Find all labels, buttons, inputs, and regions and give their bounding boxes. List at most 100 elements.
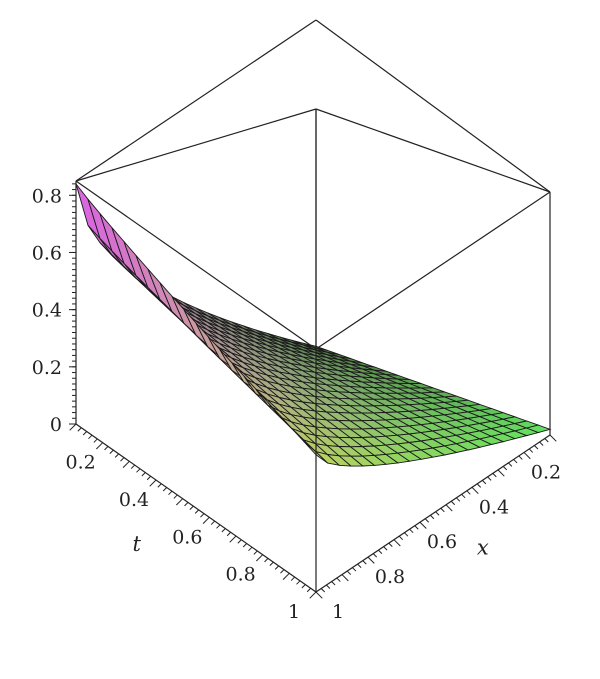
x-tick — [476, 483, 482, 488]
t-tick — [229, 535, 237, 543]
t-tick — [253, 550, 258, 555]
t-tick — [141, 472, 146, 477]
t-tick — [157, 483, 162, 488]
t-tick — [280, 569, 285, 574]
t-tick — [96, 442, 104, 450]
t-tick-label: 0.4 — [119, 489, 149, 511]
x-tick — [508, 462, 513, 467]
x-tick-label: 0.6 — [427, 531, 457, 553]
x-tick — [502, 466, 508, 471]
x-tick — [357, 563, 362, 568]
t-tick — [114, 453, 120, 458]
t-tick — [200, 513, 205, 518]
t-tick — [176, 498, 184, 506]
t-tick — [264, 558, 269, 563]
x-tick — [518, 455, 523, 460]
x-tick — [492, 473, 497, 478]
t-axis-title: t — [132, 532, 141, 556]
t-tick — [130, 464, 136, 469]
x-tick — [372, 553, 378, 558]
x-tick — [435, 511, 440, 516]
t-tick — [189, 505, 194, 510]
t-tick — [122, 460, 130, 468]
x-tick — [456, 497, 461, 502]
z-tick-label: 0.2 — [32, 357, 62, 379]
x-tick — [341, 574, 349, 582]
x-tick-label: 0.8 — [375, 566, 405, 588]
t-tick — [226, 531, 232, 537]
t-tick — [104, 446, 109, 451]
t-tick — [109, 449, 114, 454]
x-tick-label: 0.4 — [479, 496, 509, 518]
t-tick — [184, 502, 189, 507]
box-edge — [75, 180, 317, 350]
x-tick — [320, 588, 326, 593]
t-tick — [221, 528, 226, 533]
t-tick — [162, 487, 168, 492]
t-tick — [242, 543, 248, 548]
x-tick — [544, 438, 549, 443]
t-tick-label: 0.6 — [172, 526, 202, 548]
t-tick — [69, 423, 77, 431]
t-tick — [237, 539, 242, 544]
t-tick — [194, 509, 200, 514]
x-tick — [331, 581, 336, 586]
t-tick — [282, 572, 290, 580]
x-tick — [528, 448, 534, 453]
x-tick-label: 0.2 — [531, 461, 561, 483]
box-edge — [315, 434, 551, 593]
x-tick — [461, 493, 466, 499]
x-tick — [326, 584, 331, 589]
axes: 00.20.40.60.80.20.40.60.81t0.20.40.60.81… — [32, 183, 561, 623]
x-tick — [523, 452, 531, 460]
t-tick-label: 1 — [288, 601, 300, 623]
t-tick — [210, 520, 216, 525]
t-tick — [88, 434, 93, 440]
x-tick — [466, 490, 471, 495]
t-tick — [136, 468, 141, 473]
z-tick-label: 0.8 — [32, 185, 62, 207]
x-tick — [336, 577, 341, 582]
x-tick — [440, 507, 445, 513]
x-tick — [445, 504, 453, 512]
x-tick — [404, 532, 409, 537]
x-tick — [398, 535, 404, 541]
t-tick — [296, 580, 301, 585]
x-tick — [378, 549, 383, 554]
t-tick — [120, 457, 125, 462]
z-tick-label: 0.6 — [32, 242, 62, 264]
t-tick — [146, 475, 152, 481]
x-axis-title: x — [477, 535, 489, 559]
box-edge — [315, 19, 551, 193]
x-tick — [549, 434, 557, 442]
x-tick — [430, 514, 435, 520]
z-tick-label: 0 — [50, 414, 62, 436]
box-edge — [75, 108, 317, 182]
x-tick — [513, 459, 518, 464]
box-edge — [75, 19, 317, 182]
t-tick — [77, 427, 82, 432]
t-tick — [82, 431, 88, 436]
x-tick-label: 1 — [332, 601, 344, 623]
x-tick — [414, 525, 419, 530]
x-tick — [539, 441, 544, 446]
z-tick-label: 0.4 — [32, 300, 62, 322]
t-tick-label: 0.2 — [66, 452, 96, 474]
x-tick — [409, 528, 414, 534]
t-tick — [290, 576, 296, 581]
t-tick — [301, 584, 306, 589]
box-edge — [75, 423, 317, 593]
t-tick — [256, 554, 264, 562]
x-tick — [352, 567, 357, 572]
x-tick — [487, 476, 492, 481]
t-tick — [168, 490, 173, 496]
t-tick — [149, 479, 157, 487]
x-tick — [315, 591, 323, 599]
x-tick — [362, 560, 367, 565]
x-tick — [534, 445, 539, 450]
x-tick — [393, 539, 401, 547]
t-tick — [269, 561, 274, 566]
x-tick — [424, 518, 430, 523]
t-tick-label: 0.8 — [226, 564, 256, 586]
